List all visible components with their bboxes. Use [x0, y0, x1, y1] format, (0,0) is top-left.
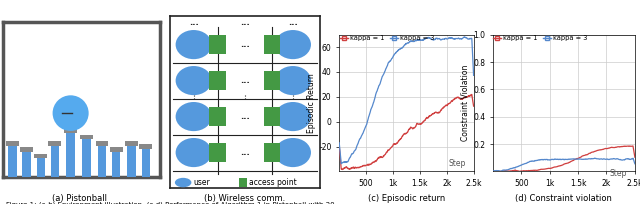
- Ellipse shape: [275, 102, 311, 131]
- Ellipse shape: [175, 138, 212, 167]
- Y-axis label: Episodic Return: Episodic Return: [307, 73, 316, 133]
- Bar: [6, 141, 19, 145]
- Bar: [141, 146, 150, 177]
- Text: Figure 1: (a-b) Environment illustration. (c-d) Performance of Algorithm 1 in Pi: Figure 1: (a-b) Environment illustration…: [6, 202, 335, 204]
- Text: user: user: [193, 178, 210, 187]
- Bar: [127, 143, 136, 177]
- Circle shape: [52, 95, 89, 131]
- Ellipse shape: [175, 102, 212, 131]
- Bar: [95, 141, 108, 145]
- Text: (b) Wireless comm.: (b) Wireless comm.: [204, 194, 285, 203]
- Text: (c) Episodic return: (c) Episodic return: [368, 194, 445, 203]
- Text: access point: access point: [248, 178, 296, 187]
- Y-axis label: Constraint Violation: Constraint Violation: [461, 65, 470, 141]
- Bar: [20, 147, 33, 152]
- Bar: [8, 143, 17, 177]
- Ellipse shape: [275, 30, 311, 59]
- Ellipse shape: [275, 66, 311, 95]
- Bar: [36, 156, 45, 177]
- Ellipse shape: [175, 30, 212, 59]
- Bar: [140, 144, 152, 149]
- Bar: [209, 35, 226, 54]
- Bar: [125, 141, 138, 145]
- Bar: [112, 150, 120, 177]
- Bar: [22, 150, 31, 177]
- Text: ...: ...: [240, 40, 250, 49]
- Bar: [67, 131, 75, 177]
- Bar: [35, 154, 47, 158]
- Bar: [264, 143, 280, 162]
- Bar: [209, 107, 226, 126]
- Bar: [80, 135, 93, 139]
- Bar: [109, 147, 123, 152]
- Text: (a) Pistonball: (a) Pistonball: [52, 194, 108, 203]
- Bar: [239, 178, 247, 187]
- Text: Step: Step: [449, 159, 466, 168]
- Bar: [264, 107, 280, 126]
- Ellipse shape: [175, 66, 212, 95]
- Bar: [209, 143, 226, 162]
- Text: ...: ...: [189, 18, 198, 27]
- Bar: [209, 71, 226, 90]
- Bar: [49, 141, 61, 145]
- Text: ...: ...: [240, 148, 250, 157]
- Bar: [264, 35, 280, 54]
- Text: ...: ...: [240, 76, 250, 85]
- Text: Step: Step: [609, 169, 627, 178]
- Text: (d) Constraint violation: (d) Constraint violation: [515, 194, 612, 203]
- Text: ...: ...: [240, 112, 250, 121]
- Legend: kappa = 1, kappa = 3: kappa = 1, kappa = 3: [340, 35, 434, 41]
- Bar: [98, 143, 106, 177]
- Bar: [51, 143, 60, 177]
- Ellipse shape: [275, 138, 311, 167]
- Bar: [264, 71, 280, 90]
- Bar: [82, 137, 91, 177]
- Text: ...: ...: [240, 18, 250, 27]
- Legend: kappa = 1, kappa = 3: kappa = 1, kappa = 3: [493, 35, 588, 41]
- Text: ...: ...: [288, 18, 298, 27]
- Ellipse shape: [175, 178, 191, 187]
- Bar: [64, 129, 77, 133]
